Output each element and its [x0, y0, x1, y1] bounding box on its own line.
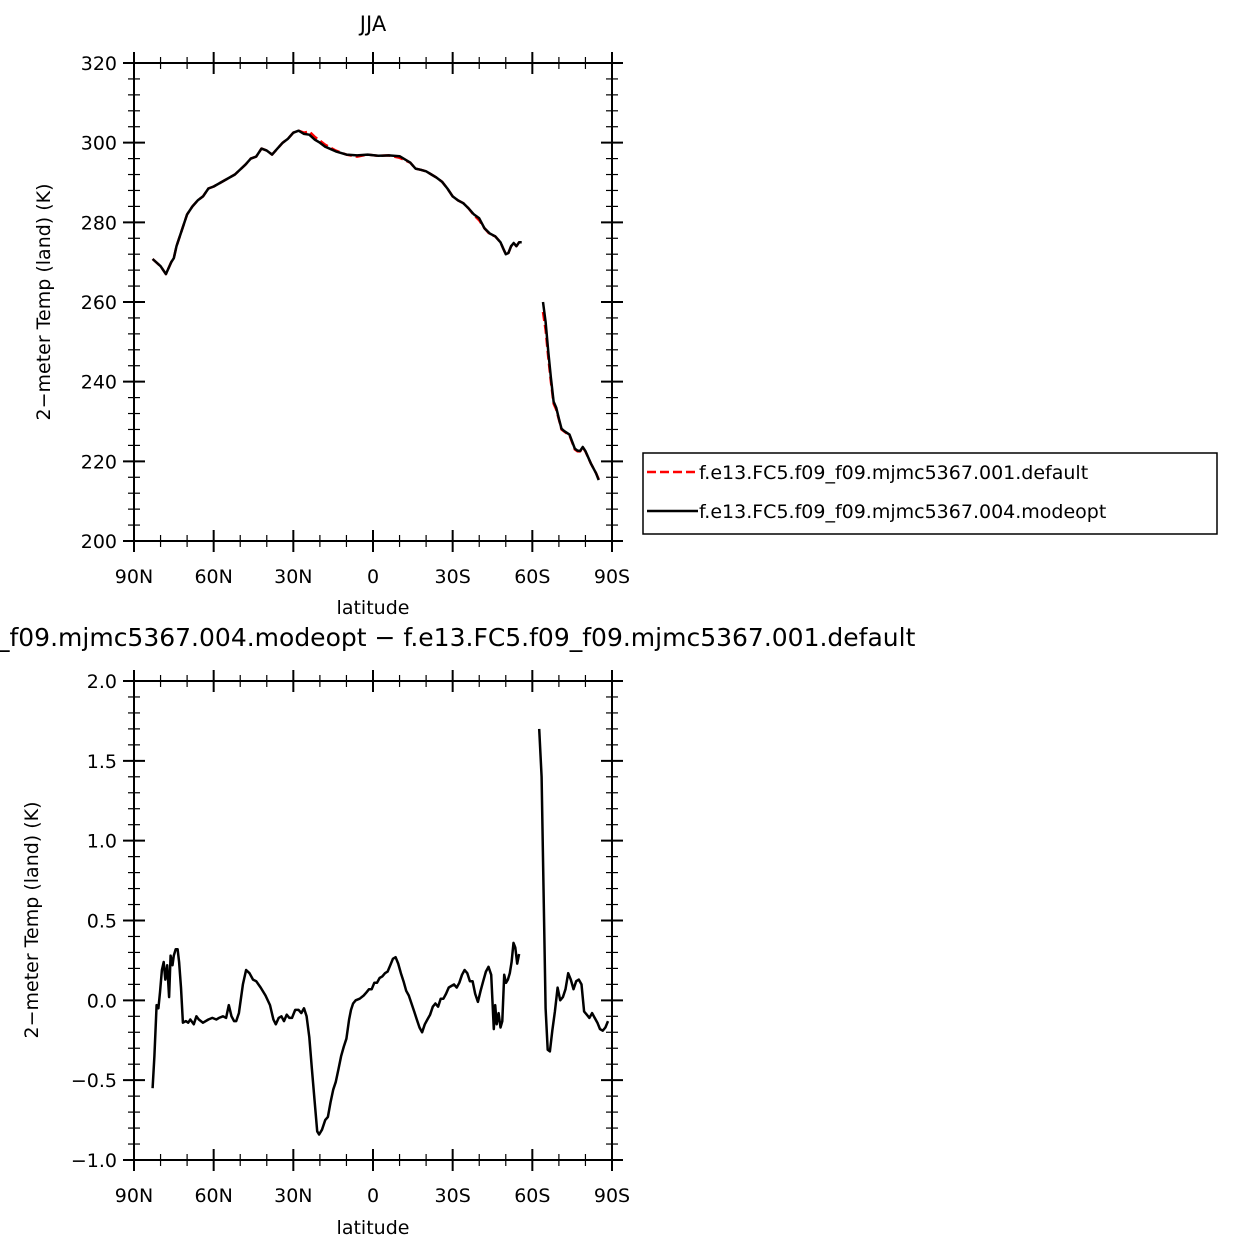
y-tick-label: 260: [81, 292, 117, 314]
y-tick-label: 0.5: [87, 911, 117, 933]
plot-frame: [133, 62, 613, 542]
y-tick-label: 240: [81, 372, 117, 394]
plot-frame: [133, 680, 613, 1161]
y-tick-label: 0.0: [87, 990, 117, 1012]
top-y-axis-label: 2−meter Temp (land) (K): [33, 183, 55, 420]
y-tick-label: 300: [81, 133, 117, 155]
y-tick-label: 200: [81, 531, 117, 553]
x-tick-label: 0: [367, 1185, 379, 1207]
x-tick-label: 90N: [115, 566, 153, 588]
y-tick-label: 1.0: [87, 831, 117, 853]
y-tick-label: 280: [81, 212, 117, 234]
series-line-difference: [151, 941, 521, 1136]
y-tick-label: −0.5: [71, 1070, 117, 1092]
legend-label-modeopt: f.e13.FC5.f09_f09.mjmc5367.004.modeopt: [699, 501, 1106, 523]
series-line-modeopt: [541, 301, 600, 481]
bottom-y-axis-label: 2−meter Temp (land) (K): [21, 801, 43, 1038]
x-tick-label: 90N: [115, 1185, 153, 1207]
x-tick-label: 30S: [435, 1185, 471, 1207]
bottom-chart-title: f.e13.FC5.f09_f09.mjmc5367.004.modeopt −…: [0, 623, 916, 652]
legend-box: [642, 452, 1218, 535]
top-chart-title: JJA: [358, 12, 387, 36]
x-tick-label: 90S: [594, 566, 630, 588]
y-tick-label: 2.0: [87, 671, 117, 693]
top-legend: f.e13.FC5.f09_f09.mjmc5367.001.default f…: [642, 452, 1218, 535]
x-tick-label: 60S: [514, 1185, 550, 1207]
series-line-default: [541, 311, 600, 480]
x-tick-label: 30N: [274, 1185, 312, 1207]
series-line-modeopt: [151, 129, 522, 276]
bottom-x-axis-label: latitude: [337, 1217, 410, 1239]
y-tick-label: 1.5: [87, 751, 117, 773]
y-tick-label: 320: [81, 53, 117, 75]
x-tick-label: 60N: [194, 566, 232, 588]
top-panel-temperature: JJA latitude 2−meter Temp (land) (K) 200…: [33, 12, 630, 619]
x-tick-label: 60S: [514, 566, 550, 588]
series-line-difference: [537, 728, 610, 1053]
top-x-axis-label: latitude: [337, 597, 410, 619]
x-tick-label: 0: [367, 566, 379, 588]
x-tick-label: 90S: [594, 1185, 630, 1207]
x-tick-label: 30N: [274, 566, 312, 588]
y-tick-label: 220: [81, 451, 117, 473]
x-tick-label: 60N: [194, 1185, 232, 1207]
x-tick-label: 30S: [435, 566, 471, 588]
bottom-panel-difference: f.e13.FC5.f09_f09.mjmc5367.004.modeopt −…: [0, 623, 916, 1239]
y-tick-label: −1.0: [71, 1150, 117, 1172]
legend-label-default: f.e13.FC5.f09_f09.mjmc5367.001.default: [699, 462, 1088, 484]
